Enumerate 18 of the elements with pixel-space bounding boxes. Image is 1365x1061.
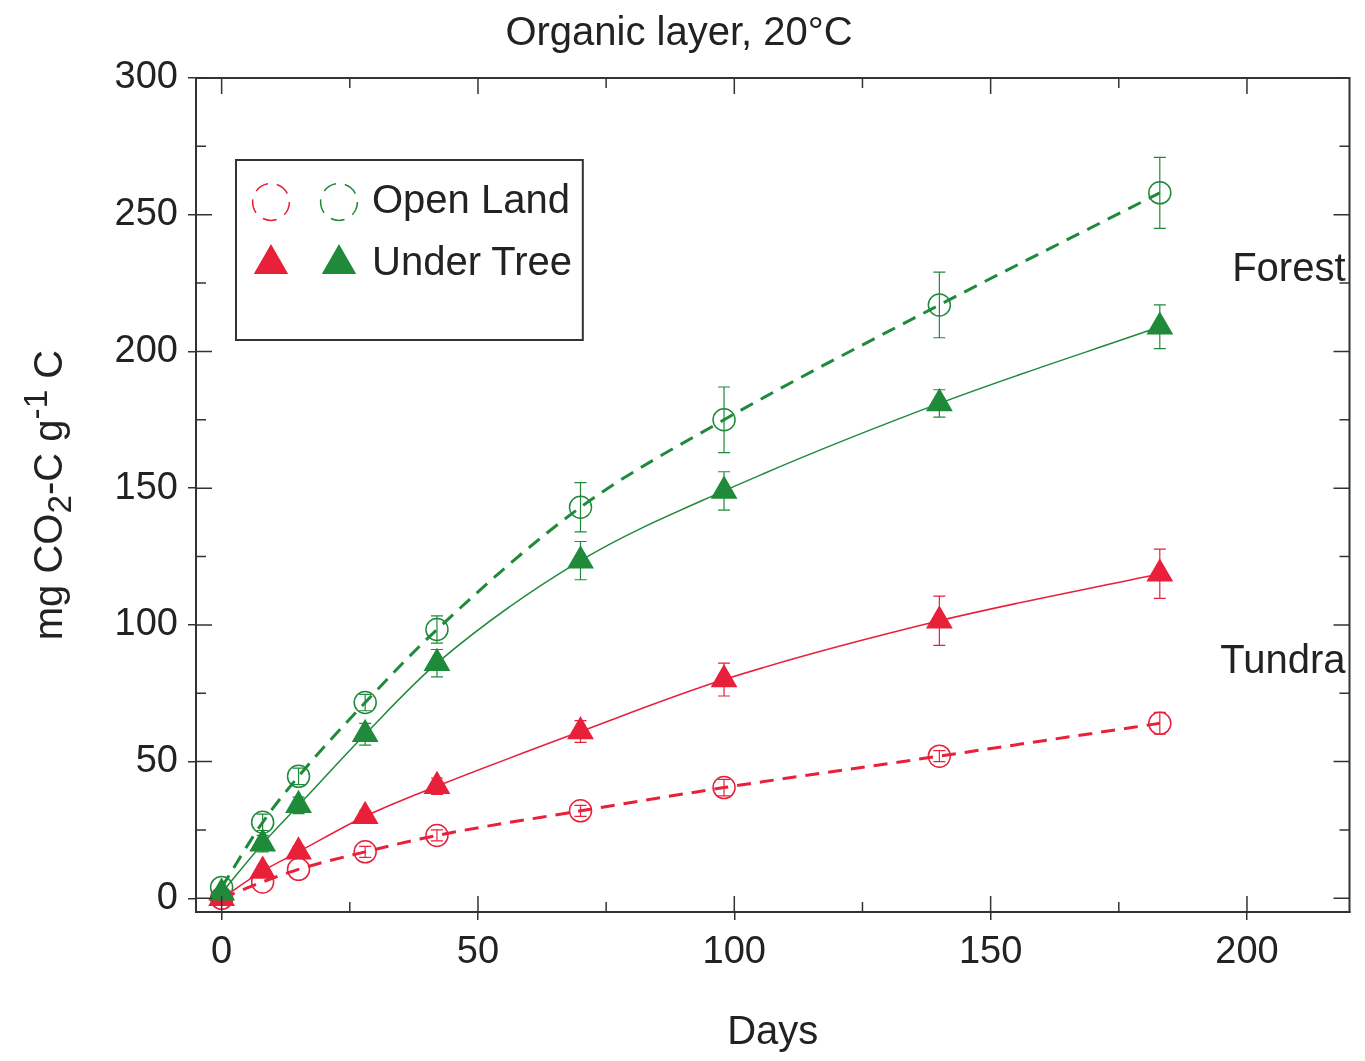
y-tick-label: 250 xyxy=(114,191,178,234)
y-tick-label: 200 xyxy=(114,327,178,370)
x-tick-label: 200 xyxy=(1215,929,1279,972)
chart-title: Organic layer, 20°C xyxy=(505,9,853,54)
y-tick-label: 300 xyxy=(114,54,178,97)
y-tick-label: 150 xyxy=(114,464,178,507)
y-tick-label: 50 xyxy=(135,738,178,781)
x-tick-label: 0 xyxy=(211,929,233,972)
x-tick-label: 50 xyxy=(456,929,500,972)
annotation: Tundra xyxy=(1220,636,1347,681)
x-tick-label: 100 xyxy=(702,929,766,972)
legend-label: Under Tree xyxy=(372,239,573,284)
y-tick-label: 100 xyxy=(114,601,178,644)
y-tick-label: 0 xyxy=(156,874,178,917)
annotation: Forest xyxy=(1232,244,1346,289)
legend-label: Open Land xyxy=(372,177,570,222)
x-tick-label: 150 xyxy=(958,929,1023,972)
x-axis-title: Days xyxy=(727,1008,819,1053)
